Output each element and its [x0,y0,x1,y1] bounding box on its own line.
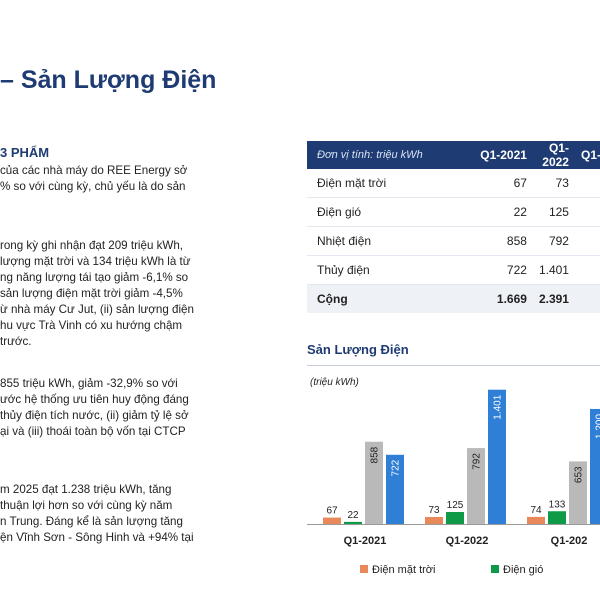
paragraph-line: ng năng lượng tái tạo giảm -6,1% so [0,271,189,284]
table-header-row: Đơn vị tính: triệu kWh Q1-2021 Q1-2022 Q… [307,141,600,169]
paragraph-line: ừ nhà máy Cư Jut, (ii) sản lượng điện [0,303,194,316]
category-label: Q1-2021 [344,535,387,547]
bar-3 [590,408,600,524]
table-cell: 125 [532,197,575,227]
bar-3 [386,454,404,524]
column-header: Q1-2022 [532,141,575,169]
power-output-table: Đơn vị tính: triệu kWh Q1-2021 Q1-2022 Q… [307,141,600,313]
paragraph-line: rong kỳ ghi nhận đạt 209 triệu kWh, [0,239,184,252]
legend-swatch [491,565,499,573]
bar-3 [488,389,506,524]
table-total-row: Cộng 1.669 2.391 [307,284,600,313]
paragraph-1: của các nhà máy do REE Energy sở % so vớ… [0,163,285,195]
bar-1 [344,521,362,524]
page-title: – Sản Lượng Điện [0,66,217,94]
table-cell [574,255,600,285]
paragraph-line: của các nhà máy do REE Energy sở [0,164,188,177]
section-heading: 3 PHẨM [0,145,50,160]
table-row: Nhiệt điện 858 792 [307,226,600,256]
paragraph-line: n Trung. Đáng kể là sản lượng tăng [0,515,183,528]
bar-2 [467,448,485,524]
paragraph-4: m 2025 đạt 1.238 triệu kWh, tăng thuận l… [0,482,285,546]
data-label: 67 [326,506,338,517]
table-cell: 1.401 [532,255,575,285]
bar-1 [446,512,464,524]
table-cell: 22 [458,197,533,227]
table-cell: 67 [458,169,533,198]
paragraph-line: trước. [0,335,32,348]
row-label: Điện mặt trời [307,169,459,198]
table-cell: 1.669 [458,284,533,313]
y-axis-label: (triệu kWh) [310,377,359,388]
data-label: 1.200 [595,414,600,439]
bar-0 [425,517,443,524]
chart-title: Sản Lượng Điện [307,342,409,357]
table-cell [574,284,600,313]
table-cell: 73 [532,169,575,198]
table-row: Điện mặt trời 67 73 [307,169,600,198]
paragraph-2: rong kỳ ghi nhận đạt 209 triệu kWh, lượn… [0,238,285,350]
category-label: Q1-2022 [446,535,489,547]
data-label: 792 [472,453,483,470]
bar-2 [365,441,383,524]
row-label: Điện gió [307,197,459,227]
paragraph-line: ện Vĩnh Sơn - Sông Hinh và +94% tại [0,531,194,544]
paragraph-line: sản lượng điện mặt trời giảm -4,5% [0,287,183,300]
paragraph-line: lượng mặt trời và 134 triệu kWh là từ [0,255,191,268]
paragraph-line: thủy điện tích nước, (ii) giảm tỷ lệ sở [0,409,189,422]
data-label: 22 [347,510,359,521]
data-label: 125 [447,500,464,511]
bar-0 [323,517,341,524]
bar-0 [527,516,545,524]
bar-2 [569,461,587,524]
table-row: Điện gió 22 125 [307,197,600,227]
data-label: 74 [530,505,542,516]
data-label: 722 [391,459,402,476]
legend-label: Điện gió [503,564,543,576]
paragraph-line: m 2025 đạt 1.238 triệu kWh, tăng [0,483,172,496]
paragraph-line: ước hệ thống ưu tiên huy động đáng [0,393,189,406]
table-cell: 2.391 [532,284,575,313]
data-label: 653 [574,466,585,483]
paragraph-line: thuận lợi hơn so với cùng kỳ năm [0,499,173,512]
paragraph-line: 855 triệu kWh, giảm -32,9% so với [0,377,178,390]
table-cell [574,169,600,198]
paragraph-line: ại và (iii) thoái toàn bộ vốn tại CTCP [0,425,186,438]
data-label: 133 [549,499,566,510]
paragraph-3: 855 triệu kWh, giảm -32,9% so với ước hệ… [0,376,285,440]
data-label: 858 [370,446,381,463]
table-cell: 792 [532,226,575,256]
legend-swatch [360,565,368,573]
table-cell [574,226,600,256]
data-label: 1.401 [493,394,504,419]
row-label: Nhiệt điện [307,226,459,256]
unit-label: Đơn vị tính: triệu kWh [307,141,459,169]
table-cell [574,197,600,227]
legend-label: Điện mặt trời [372,564,435,576]
category-label: Q1-202 [551,535,588,547]
paragraph-line: hu vực Trà Vinh có xu hướng chậm [0,319,183,332]
paragraph-line: % so với cùng kỳ, chủ yếu là do sản [0,180,186,193]
chart-title-rule [307,365,600,366]
column-header: Q1-2021 [458,141,533,169]
table-cell: 722 [458,255,533,285]
column-header: Q1- [574,141,600,169]
total-label: Cộng [307,284,459,313]
row-label: Thủy điện [307,255,459,285]
bar-1 [548,511,566,524]
data-label: 73 [428,505,440,516]
table-row: Thủy điện 722 1.401 [307,255,600,285]
table-cell: 858 [458,226,533,256]
